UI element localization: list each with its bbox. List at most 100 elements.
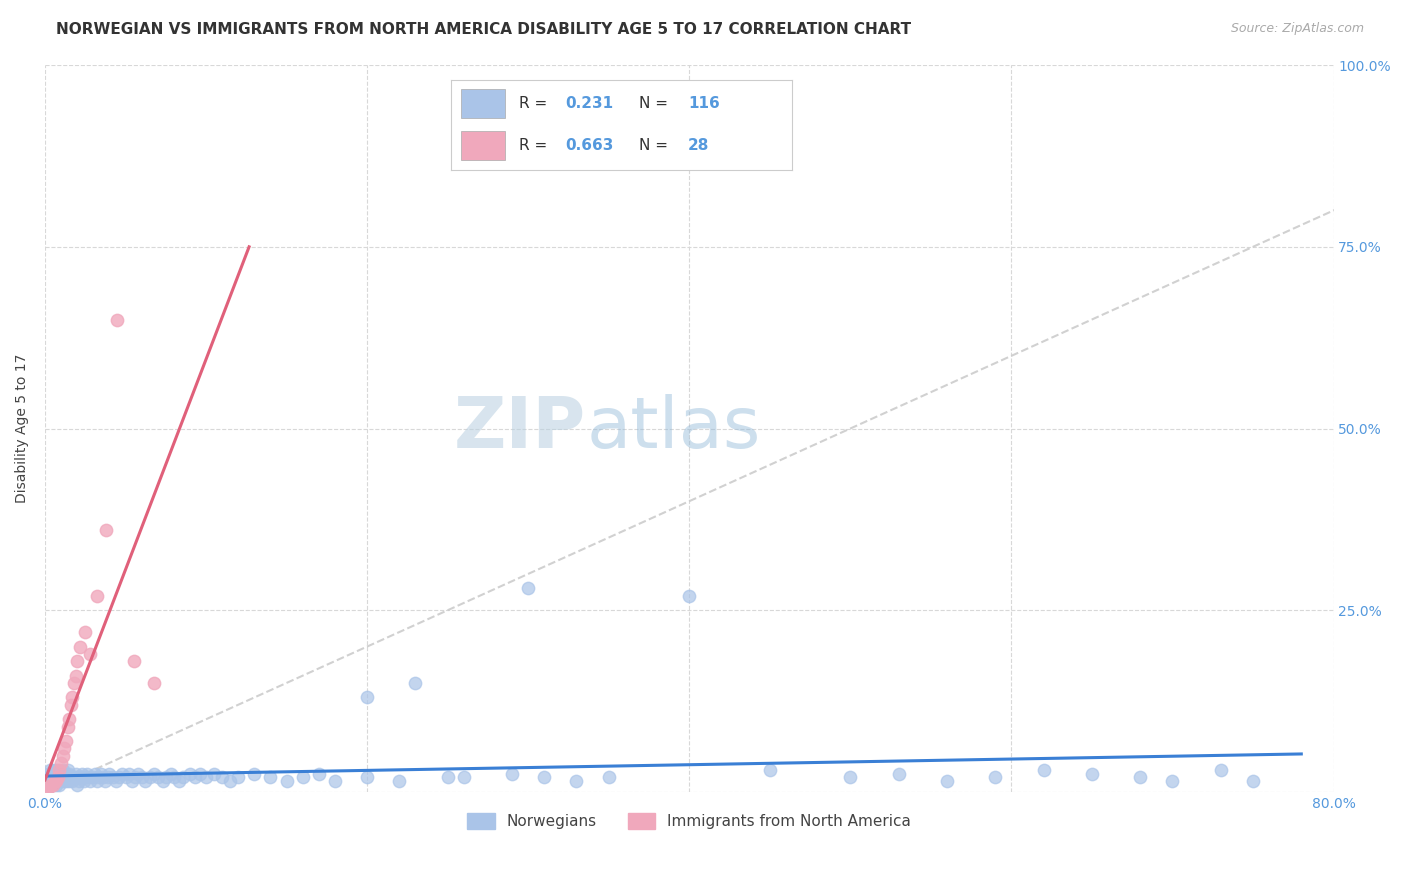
Point: [226, 771, 249, 785]
Point: [66, 771, 89, 785]
Point: [44, 766, 66, 780]
Point: [60, 774, 83, 789]
Point: [118, 766, 141, 780]
Point: [124, 771, 146, 785]
Point: [48, 771, 70, 785]
Point: [134, 774, 156, 789]
Point: [146, 771, 169, 785]
Point: [179, 766, 201, 780]
Point: [323, 774, 346, 789]
Point: [163, 771, 186, 785]
Point: [35, 771, 58, 785]
Point: [90, 766, 112, 780]
Point: [37, 771, 59, 785]
Point: [758, 763, 780, 777]
Point: [97, 771, 120, 785]
Point: [167, 774, 190, 789]
Point: [55, 774, 77, 789]
Point: [82, 771, 104, 785]
Y-axis label: Disability Age 5 to 17: Disability Age 5 to 17: [15, 354, 30, 503]
Point: [259, 771, 281, 785]
Point: [46, 774, 69, 789]
Point: [41, 766, 63, 780]
Point: [48, 778, 70, 792]
Point: [41, 771, 63, 785]
Point: [53, 741, 76, 756]
Point: [356, 771, 378, 785]
Point: [42, 778, 65, 792]
Text: atlas: atlas: [586, 394, 761, 463]
Point: [86, 774, 108, 789]
Point: [122, 654, 145, 668]
Point: [37, 781, 59, 796]
Point: [111, 766, 134, 780]
Point: [138, 771, 160, 785]
Point: [35, 781, 58, 796]
Point: [52, 763, 75, 777]
Point: [42, 771, 65, 785]
Point: [59, 771, 82, 785]
Point: [131, 771, 153, 785]
Point: [93, 774, 115, 789]
Point: [35, 778, 58, 792]
Point: [195, 771, 218, 785]
Point: [98, 766, 121, 780]
Text: Source: ZipAtlas.com: Source: ZipAtlas.com: [1230, 22, 1364, 36]
Point: [49, 766, 72, 780]
Point: [79, 647, 101, 661]
Point: [38, 763, 60, 777]
Point: [501, 766, 523, 780]
Text: ZIP: ZIP: [454, 394, 586, 463]
Point: [887, 766, 910, 780]
Point: [52, 748, 75, 763]
Point: [76, 766, 98, 780]
Point: [42, 763, 65, 777]
Text: NORWEGIAN VS IMMIGRANTS FROM NORTH AMERICA DISABILITY AGE 5 TO 17 CORRELATION CH: NORWEGIAN VS IMMIGRANTS FROM NORTH AMERI…: [56, 22, 911, 37]
Point: [72, 774, 94, 789]
Point: [77, 771, 100, 785]
Point: [46, 766, 69, 780]
Point: [44, 774, 66, 789]
Point: [143, 676, 166, 690]
Point: [41, 774, 63, 789]
Point: [104, 774, 127, 789]
Point: [66, 778, 89, 792]
Point: [45, 771, 67, 785]
Point: [159, 766, 181, 780]
Point: [87, 771, 110, 785]
Point: [56, 763, 79, 777]
Point: [45, 763, 67, 777]
Point: [66, 654, 89, 668]
Point: [46, 771, 69, 785]
Point: [1081, 766, 1104, 780]
Point: [45, 778, 67, 792]
Point: [91, 771, 114, 785]
Point: [202, 766, 225, 780]
Point: [41, 778, 63, 792]
Point: [65, 668, 87, 682]
Point: [598, 771, 620, 785]
Point: [48, 763, 70, 777]
Point: [404, 676, 426, 690]
Point: [1032, 763, 1054, 777]
Point: [53, 771, 76, 785]
Point: [38, 779, 60, 793]
Point: [58, 766, 80, 780]
Point: [1129, 771, 1152, 785]
Point: [58, 774, 80, 789]
Point: [453, 771, 475, 785]
Point: [83, 766, 105, 780]
Point: [69, 640, 91, 654]
Point: [44, 774, 66, 789]
Point: [388, 774, 411, 789]
Point: [188, 766, 211, 780]
Point: [839, 771, 862, 785]
Point: [58, 712, 80, 726]
Point: [60, 690, 83, 705]
Point: [45, 774, 67, 789]
Point: [56, 720, 79, 734]
Point: [38, 778, 60, 792]
Point: [1241, 774, 1264, 789]
Point: [38, 771, 60, 785]
Point: [243, 766, 266, 780]
